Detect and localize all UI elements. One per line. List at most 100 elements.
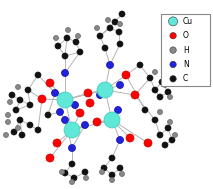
Circle shape [52, 90, 59, 97]
Circle shape [109, 172, 115, 178]
Circle shape [97, 82, 113, 98]
FancyBboxPatch shape [161, 14, 210, 86]
Circle shape [62, 116, 69, 123]
Circle shape [11, 129, 17, 135]
Circle shape [19, 132, 25, 138]
Circle shape [53, 139, 61, 147]
Circle shape [109, 177, 115, 183]
Circle shape [117, 81, 124, 88]
Circle shape [157, 109, 163, 115]
Circle shape [75, 33, 81, 39]
Circle shape [72, 101, 79, 108]
Circle shape [17, 97, 23, 103]
Circle shape [119, 171, 125, 177]
Circle shape [97, 33, 103, 39]
Circle shape [126, 134, 134, 142]
Circle shape [62, 53, 68, 59]
Circle shape [59, 170, 65, 174]
Text: N: N [183, 60, 189, 69]
Circle shape [7, 99, 13, 105]
Circle shape [144, 139, 152, 147]
Circle shape [167, 94, 173, 99]
Circle shape [17, 117, 23, 123]
Text: Cu: Cu [183, 17, 193, 26]
Circle shape [56, 108, 63, 115]
Circle shape [109, 155, 115, 161]
Circle shape [53, 36, 59, 40]
Circle shape [93, 118, 101, 126]
Circle shape [57, 92, 73, 108]
Circle shape [168, 17, 178, 26]
Circle shape [84, 89, 92, 97]
Circle shape [162, 142, 168, 148]
Circle shape [16, 125, 20, 130]
Circle shape [112, 19, 118, 25]
Circle shape [16, 84, 20, 90]
Circle shape [66, 28, 71, 33]
Circle shape [104, 112, 120, 128]
Circle shape [105, 18, 111, 22]
Circle shape [137, 62, 143, 68]
Circle shape [173, 132, 177, 138]
Circle shape [3, 132, 9, 138]
Circle shape [55, 43, 61, 49]
Circle shape [122, 71, 130, 79]
Circle shape [45, 112, 51, 118]
Circle shape [163, 83, 167, 88]
Circle shape [82, 169, 88, 175]
Circle shape [117, 165, 123, 171]
Circle shape [64, 35, 70, 41]
Text: C: C [183, 74, 188, 83]
Circle shape [82, 122, 88, 129]
Circle shape [117, 41, 123, 47]
Circle shape [13, 107, 19, 113]
Circle shape [106, 61, 114, 68]
Text: H: H [183, 46, 189, 55]
Circle shape [27, 122, 33, 128]
Circle shape [152, 87, 158, 93]
Text: O: O [183, 31, 189, 40]
Circle shape [142, 107, 148, 113]
Circle shape [69, 145, 75, 152]
Circle shape [102, 45, 108, 51]
Circle shape [76, 109, 84, 117]
Circle shape [83, 176, 88, 180]
Circle shape [131, 91, 139, 99]
Circle shape [147, 75, 153, 81]
Circle shape [96, 91, 104, 98]
Circle shape [118, 22, 122, 26]
Circle shape [9, 92, 15, 98]
Circle shape [77, 49, 83, 55]
Circle shape [170, 76, 176, 82]
Circle shape [69, 161, 75, 167]
Circle shape [153, 70, 157, 74]
Circle shape [95, 26, 99, 30]
Circle shape [116, 29, 122, 35]
Circle shape [99, 170, 105, 174]
Circle shape [46, 154, 54, 162]
Circle shape [169, 137, 175, 143]
Circle shape [38, 95, 46, 103]
Circle shape [119, 11, 125, 17]
Circle shape [101, 165, 107, 171]
Circle shape [157, 94, 163, 100]
Circle shape [157, 132, 163, 138]
Circle shape [6, 119, 10, 125]
Circle shape [6, 112, 10, 118]
Circle shape [117, 136, 124, 143]
Circle shape [170, 61, 176, 68]
Circle shape [165, 89, 171, 95]
Circle shape [86, 99, 94, 107]
Circle shape [159, 79, 165, 85]
Circle shape [69, 180, 75, 184]
Circle shape [71, 175, 77, 181]
Circle shape [152, 117, 158, 123]
Circle shape [27, 102, 33, 108]
Circle shape [73, 39, 79, 45]
Circle shape [62, 170, 68, 176]
Circle shape [107, 25, 113, 31]
Circle shape [62, 70, 69, 77]
Circle shape [46, 79, 54, 87]
Circle shape [64, 122, 80, 138]
Circle shape [35, 72, 41, 78]
